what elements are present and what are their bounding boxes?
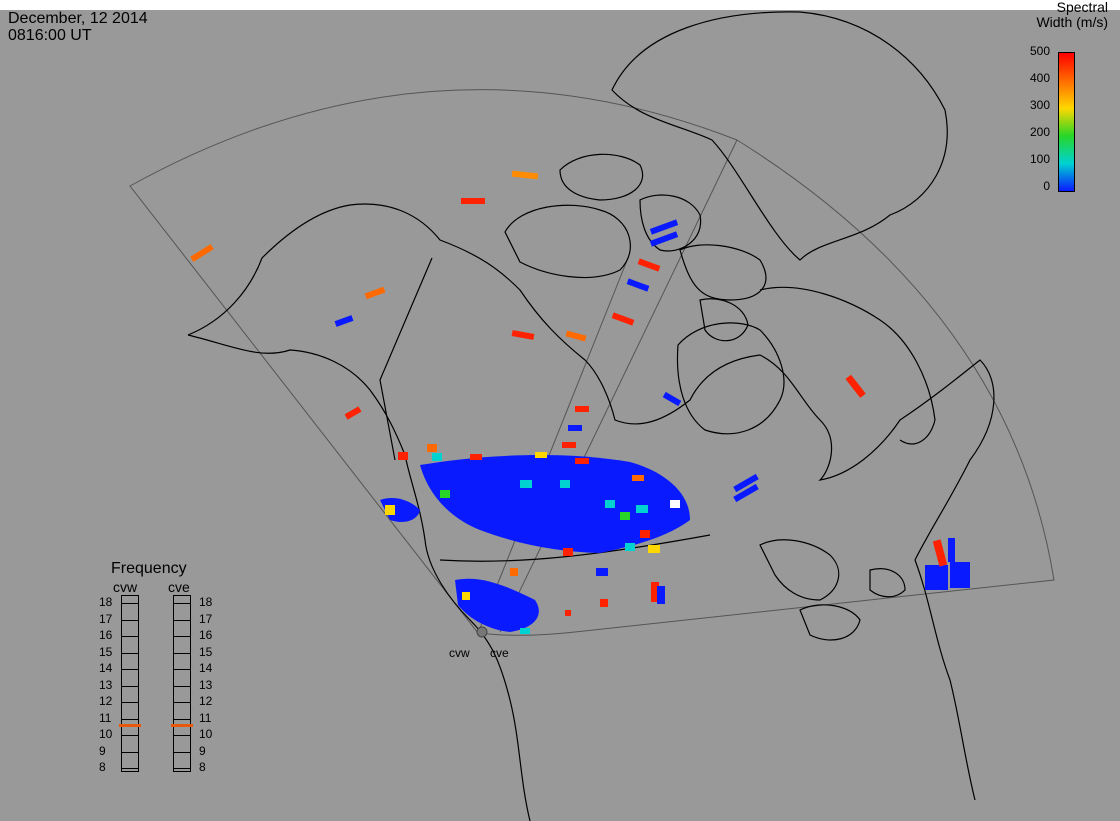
frequency-scale-label: 16 (99, 628, 113, 642)
colorbar-tick-label: 200 (1029, 125, 1050, 139)
site-label-cve: cve (490, 646, 509, 660)
frequency-marker (119, 724, 141, 728)
frequency-scale-label: 18 (199, 595, 213, 609)
frequency-tick (121, 751, 138, 753)
frequency-scale-label: 14 (199, 661, 213, 675)
scatter-gates (190, 170, 955, 634)
colorbar (1058, 52, 1075, 192)
frequency-tick (121, 636, 138, 637)
frequency-scale-label: 11 (199, 710, 212, 725)
frequency-scale-label: 18 (99, 595, 113, 609)
frequency-scale-label: 9 (99, 743, 106, 758)
frequency-tick (121, 669, 138, 670)
frequency-tick (173, 619, 190, 621)
colorbar-tick-label: 0 (1043, 179, 1050, 193)
colorbar-title: Spectral Width (m/s) (1036, 0, 1108, 30)
frequency-tick (173, 652, 190, 654)
frequency-tick (121, 735, 138, 736)
colorbar-tick-label: 400 (1029, 71, 1050, 85)
backscatter-main (380, 454, 970, 632)
colorbar-tick-label: 100 (1029, 152, 1050, 166)
top-strip (0, 0, 1120, 10)
frequency-scale-label: 13 (99, 677, 113, 692)
radar-site-cvw (476, 626, 488, 638)
frequency-scale-label: 8 (99, 760, 106, 774)
colorbar-title-line1: Spectral (1056, 0, 1108, 15)
frequency-scale-label: 11 (99, 710, 112, 725)
frequency-scale-label: 17 (99, 611, 113, 626)
frequency-scale-label: 10 (99, 727, 113, 741)
site-label-cvw: cvw (449, 646, 470, 660)
frequency-tick (121, 652, 138, 654)
frequency-scale-label: 17 (199, 611, 213, 626)
colorbar-title-line2: Width (m/s) (1036, 14, 1108, 30)
frequency-scale-label: 12 (199, 694, 213, 708)
frequency-tick (173, 603, 190, 604)
frequency-scale-label: 16 (199, 628, 213, 642)
date-label: December, 12 2014 (8, 10, 148, 27)
frequency-scale-label: 13 (199, 677, 213, 692)
frequency-tick (173, 768, 190, 769)
frequency-tick (173, 718, 190, 720)
frequency-scale-label: 15 (199, 644, 213, 659)
frequency-scale-label: 10 (199, 727, 213, 741)
frequency-tick (121, 603, 138, 604)
coastlines (187, 11, 995, 821)
plot-title: December, 12 2014 0816:00 UT (8, 10, 148, 44)
frequency-scale-label: 9 (199, 743, 206, 758)
frequency-radar-label: cve (168, 579, 190, 595)
frequency-radar-label: cvw (113, 579, 138, 595)
frequency-scale-label: 12 (99, 694, 113, 708)
time-label: 0816:00 UT (8, 27, 92, 44)
frequency-marker (171, 724, 193, 728)
colorbar-tick-label: 300 (1029, 98, 1050, 112)
frequency-tick (173, 702, 190, 703)
frequency-box (173, 595, 191, 772)
frequency-tick (173, 636, 190, 637)
frequency-tick (121, 685, 138, 687)
frequency-tick (173, 685, 190, 687)
frequency-tick (121, 619, 138, 621)
frequency-tick (121, 718, 138, 720)
frequency-tick (173, 669, 190, 670)
frequency-scale-label: 8 (199, 760, 206, 774)
fov-outlines (129, 89, 1055, 636)
frequency-tick (173, 735, 190, 736)
colorbar-tick-label: 500 (1029, 44, 1050, 58)
frequency-box (121, 595, 139, 772)
frequency-title: Frequency (111, 560, 187, 577)
frequency-tick (121, 768, 138, 769)
frequency-tick (121, 702, 138, 703)
frequency-tick (173, 751, 190, 753)
frequency-scale-label: 14 (99, 661, 113, 675)
frequency-scale-label: 15 (99, 644, 113, 659)
